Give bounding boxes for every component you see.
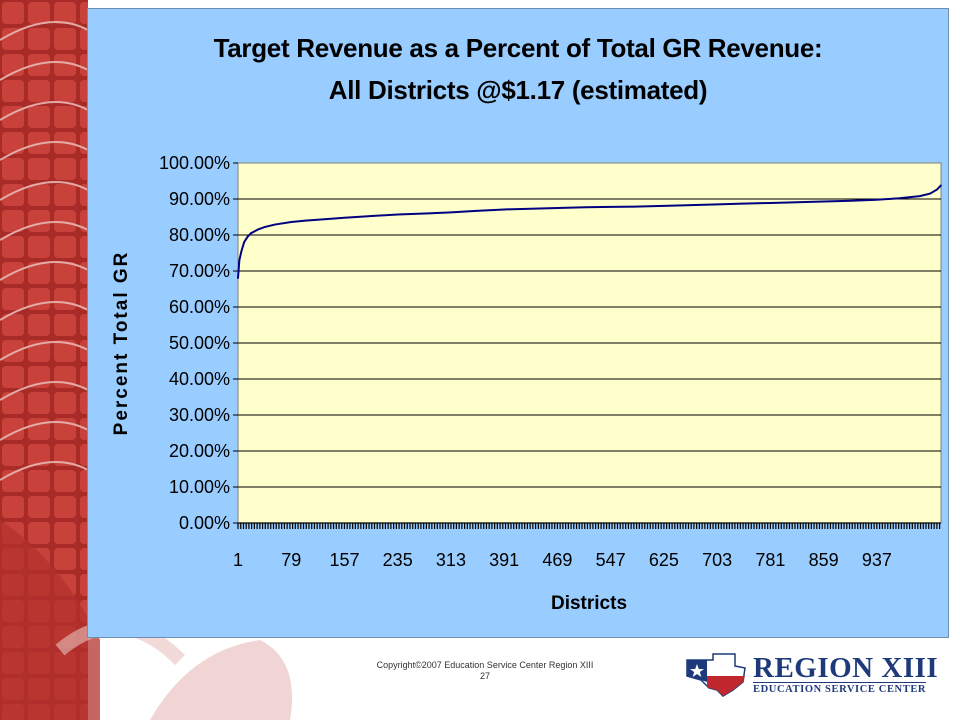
x-tick-label: 469 <box>542 550 572 570</box>
x-tick-label: 859 <box>809 550 839 570</box>
y-tick-label: 40.00% <box>169 369 230 389</box>
data-point <box>556 207 559 209</box>
x-tick-label: 703 <box>702 550 732 570</box>
data-point <box>850 200 853 202</box>
texas-flag-icon <box>686 653 746 697</box>
data-point <box>427 212 430 215</box>
data-point <box>450 211 452 214</box>
x-axis-ticks: 1 79 157 235 313 391 469 547 625 703 781 859 937 <box>233 550 892 570</box>
data-point <box>274 223 276 226</box>
data-point <box>940 184 942 187</box>
data-point <box>240 250 243 252</box>
data-point <box>929 192 931 195</box>
data-point <box>741 202 744 205</box>
y-tick-label: 0.00% <box>179 513 230 533</box>
data-point <box>936 188 938 191</box>
data-point <box>609 206 612 208</box>
x-tick-label: 625 <box>649 550 679 570</box>
data-point <box>898 197 901 200</box>
x-tick-label: 157 <box>329 550 359 570</box>
logo-subtitle: EDUCATION SERVICE CENTER <box>753 682 927 695</box>
data-point <box>246 236 249 238</box>
region-xiii-logo: REGION XIII EDUCATION SERVICE CENTER <box>683 650 943 700</box>
y-axis-title: Percent Total GR <box>111 251 132 436</box>
page-number: 27 <box>479 671 490 681</box>
data-point <box>663 205 665 207</box>
grid-lines <box>238 198 941 488</box>
logo-title: REGION XIII <box>753 652 939 684</box>
y-tick-label: 80.00% <box>169 225 230 245</box>
data-point <box>256 228 259 231</box>
y-tick-label: 70.00% <box>169 261 230 281</box>
data-point <box>530 207 532 210</box>
y-tick-label: 10.00% <box>169 477 230 497</box>
data-point <box>919 195 921 197</box>
data-point <box>396 213 399 216</box>
x-tick-label: 547 <box>596 550 626 570</box>
data-point <box>304 219 307 222</box>
data-point <box>290 221 293 223</box>
data-point <box>243 241 245 243</box>
data-point <box>584 206 587 209</box>
series-line <box>237 184 942 279</box>
x-tick-label: 781 <box>755 550 785 570</box>
data-point <box>796 201 798 204</box>
y-tick-label: 20.00% <box>169 441 230 461</box>
data-point <box>373 215 375 217</box>
y-axis-ticks: 0.00% 10.00% 20.00% 30.00% 40.00% 50.00% 60.00… <box>159 153 238 533</box>
data-point <box>343 216 346 219</box>
x-tick-label: 391 <box>489 550 519 570</box>
y-tick-label: 60.00% <box>169 297 230 317</box>
x-tick-label: 937 <box>862 550 892 570</box>
data-point <box>263 226 266 228</box>
data-point <box>325 218 327 220</box>
data-point <box>876 198 878 201</box>
y-tick-label: 50.00% <box>169 333 230 353</box>
y-tick-label: 90.00% <box>169 189 230 209</box>
x-tick-label: 235 <box>383 550 413 570</box>
data-point <box>250 232 252 234</box>
x-tick-label: 1 <box>233 550 243 570</box>
footer: Copyright©2007 Education Service Center … <box>330 660 640 682</box>
y-tick-label: 30.00% <box>169 405 230 425</box>
x-tick-label: 313 <box>436 550 466 570</box>
data-point <box>822 200 825 203</box>
x-axis-minor-ticks <box>237 522 941 529</box>
data-point <box>503 208 505 211</box>
copyright-text: Copyright©2007 Education Service Center … <box>376 660 594 670</box>
data-point <box>769 202 772 204</box>
data-point <box>475 210 478 212</box>
x-tick-label: 79 <box>281 550 301 570</box>
chart-title: Target Revenue as a Percent of Total GR … <box>213 33 823 63</box>
data-point <box>690 204 692 206</box>
series-points <box>237 184 942 280</box>
data-point <box>237 277 239 280</box>
x-axis-title: Districts <box>551 593 627 614</box>
chart-subtitle: All Districts @$1.17 (estimated) <box>328 75 708 105</box>
data-point <box>716 203 718 206</box>
x-axis-line <box>237 522 941 529</box>
data-point <box>238 259 241 262</box>
y-tick-label: 100.00% <box>159 153 230 173</box>
data-point <box>639 205 641 208</box>
